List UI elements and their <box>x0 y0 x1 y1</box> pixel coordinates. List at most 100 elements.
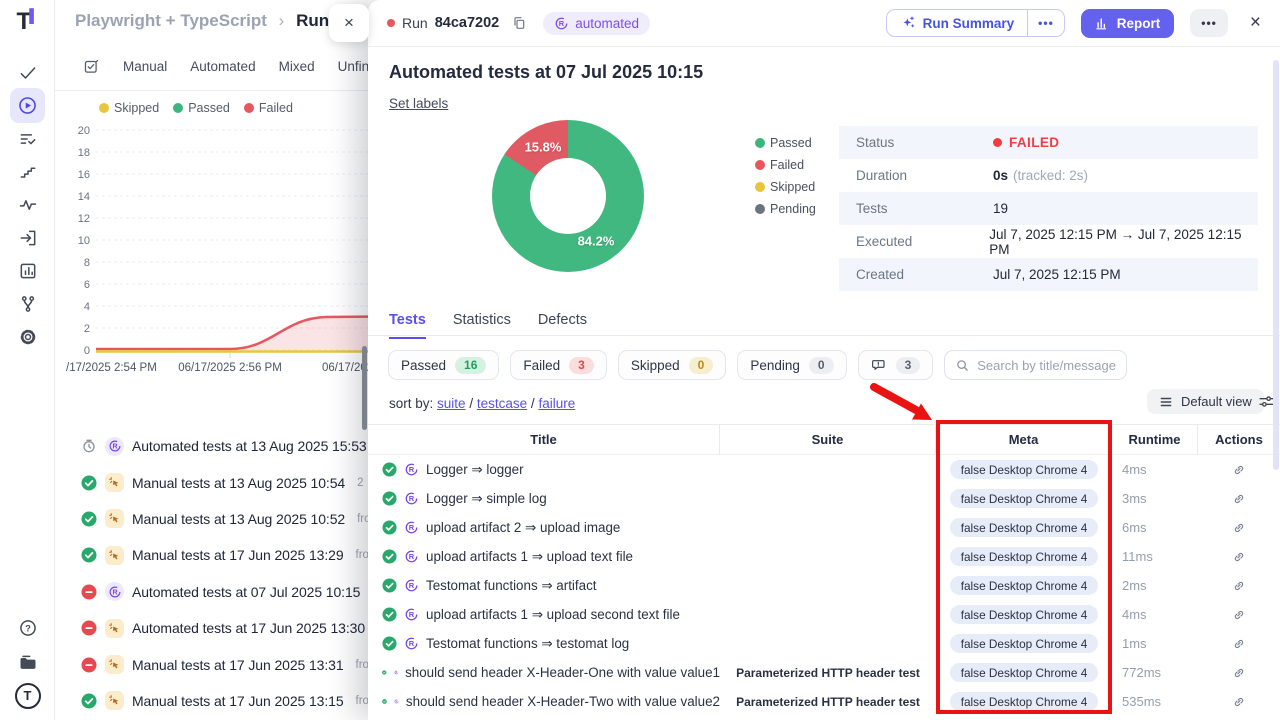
run-summary-button[interactable]: Run Summary <box>887 10 1028 36</box>
meta-tag[interactable]: false Desktop Chrome 4 <box>949 547 1099 566</box>
meta-tag[interactable]: false Desktop Chrome 4 <box>949 489 1099 508</box>
link-icon[interactable] <box>1198 521 1280 535</box>
status-filters: Passed 16 Failed 3 Skipped 0 Pending 0 3 <box>388 350 1128 380</box>
meta-tag[interactable]: false Desktop Chrome 4 <box>949 605 1099 624</box>
test-title[interactable]: Logger ⇒ simple log <box>426 490 547 506</box>
copy-icon[interactable] <box>511 15 527 31</box>
tab-defects[interactable]: Defects <box>537 312 587 328</box>
sort-by-suite[interactable]: suite <box>437 396 466 411</box>
sidebar-item-milestones[interactable] <box>10 154 45 189</box>
filter-skipped[interactable]: Skipped 0 <box>617 350 727 380</box>
link-icon[interactable] <box>1198 492 1280 506</box>
run-summary-more-button[interactable]: ••• <box>1027 10 1064 36</box>
meta-tag[interactable]: false Desktop Chrome 4 <box>949 634 1099 653</box>
page-scrollbar-thumb[interactable] <box>362 346 367 430</box>
test-title[interactable]: upload artifacts 1 ⇒ upload text file <box>426 548 633 564</box>
sidebar-item-branches[interactable] <box>10 286 45 321</box>
sidebar-item-settings[interactable] <box>10 319 45 354</box>
sidebar-item-runs[interactable] <box>10 88 45 123</box>
sidebar-item-tests[interactable] <box>10 55 45 90</box>
legend-passed[interactable]: Passed <box>173 101 230 115</box>
test-title[interactable]: upload artifact 2 ⇒ upload image <box>426 519 621 535</box>
test-row[interactable]: R Logger ⇒ simple log false Desktop Chrom… <box>368 484 1280 513</box>
tab-manual[interactable]: Manual <box>123 59 168 74</box>
sidebar-item-analytics[interactable] <box>10 253 45 288</box>
panel-close-button[interactable]: × <box>1249 12 1261 33</box>
run-list-item[interactable]: Manual tests at 13 Aug 2025 10:52 fro <box>55 501 368 537</box>
filter-passed[interactable]: Passed 16 <box>388 350 500 380</box>
sidebar-item-help[interactable]: ? <box>10 610 45 645</box>
run-list-item[interactable]: Automated tests at 17 Jun 2025 13:30 <box>55 610 368 646</box>
run-list-item[interactable]: Manual tests at 17 Jun 2025 13:29 fron <box>55 537 368 573</box>
run-list-item[interactable]: R Automated tests at 13 Aug 2025 15:53 <box>55 428 368 464</box>
meta-tag[interactable]: false Desktop Chrome 4 <box>949 460 1099 479</box>
run-list-item[interactable]: Manual tests at 17 Jun 2025 13:15 from <box>55 683 368 719</box>
panel-scrollbar-thumb[interactable] <box>1273 60 1279 470</box>
link-icon[interactable] <box>1198 550 1280 564</box>
link-icon[interactable] <box>1198 637 1280 651</box>
test-title[interactable]: should send header X-Header-One with val… <box>405 665 720 680</box>
tab-automated[interactable]: Automated <box>190 59 256 74</box>
test-title[interactable]: Logger ⇒ logger <box>426 461 524 477</box>
legend-skipped[interactable]: Skipped <box>99 101 159 115</box>
run-list-item[interactable]: R Automated tests at 07 Jul 2025 10:15 <box>55 574 368 610</box>
test-title[interactable]: Testomat functions ⇒ artifact <box>426 577 597 593</box>
view-settings-icon[interactable] <box>1258 393 1275 410</box>
sort-by-failure[interactable]: failure <box>538 396 576 411</box>
svg-text:R: R <box>559 19 565 28</box>
meta-tag[interactable]: false Desktop Chrome 4 <box>949 576 1099 595</box>
meta-tag[interactable]: false Desktop Chrome 4 <box>949 663 1099 682</box>
run-list-item[interactable]: Manual tests at 17 Jun 2025 13:31 from <box>55 646 368 682</box>
report-button[interactable]: Report <box>1080 8 1175 38</box>
automated-icon: R <box>405 579 418 592</box>
tab-tests[interactable]: Tests <box>389 312 426 339</box>
tab-unfinished[interactable]: Unfini <box>337 59 368 74</box>
test-row[interactable]: R Logger ⇒ logger false Desktop Chrome 4 … <box>368 455 1280 484</box>
column-meta[interactable]: Meta <box>936 425 1112 454</box>
sidebar-item-pulse[interactable] <box>10 187 45 222</box>
sidebar-item-docs[interactable] <box>10 645 45 680</box>
column-suite[interactable]: Suite <box>720 425 936 454</box>
link-icon[interactable] <box>1198 579 1280 593</box>
filter-comments[interactable]: 3 <box>857 350 934 380</box>
sidebar-item-test-plans[interactable] <box>10 121 45 156</box>
meta-tag[interactable]: false Desktop Chrome 4 <box>949 518 1099 537</box>
test-row[interactable]: R Testomat functions ⇒ testomat log false… <box>368 629 1280 658</box>
default-view-button[interactable]: Default view <box>1147 389 1264 414</box>
filter-failed[interactable]: Failed 3 <box>510 350 607 380</box>
tab-mixed[interactable]: Mixed <box>278 59 315 74</box>
filter-pending[interactable]: Pending 0 <box>737 350 847 380</box>
column-title[interactable]: Title <box>368 425 720 454</box>
test-title[interactable]: should send header X-Header-Two with val… <box>405 694 720 709</box>
test-title[interactable]: upload artifacts 1 ⇒ upload second text … <box>426 606 680 622</box>
automated-badge[interactable]: R automated <box>543 11 650 35</box>
meta-tag[interactable]: false Desktop Chrome 4 <box>949 692 1099 711</box>
close-runs-tab-button[interactable]: × <box>329 4 369 42</box>
sort-by-testcase[interactable]: testcase <box>476 396 528 411</box>
breadcrumb-project[interactable]: Playwright + TypeScript <box>75 11 267 30</box>
sidebar-item-profile[interactable]: T <box>10 678 45 713</box>
column-runtime[interactable]: Runtime <box>1112 425 1198 454</box>
set-labels-link[interactable]: Set labels <box>389 96 449 111</box>
app-logo[interactable]: T▌ <box>16 8 39 35</box>
legend-failed[interactable]: Failed <box>243 101 293 115</box>
test-row[interactable]: R Testomat functions ⇒ artifact false Des… <box>368 571 1280 600</box>
link-icon[interactable] <box>1198 666 1280 680</box>
run-list-item[interactable]: Manual tests at 13 Aug 2025 10:54 2 <box>55 464 368 500</box>
panel-more-button[interactable]: ••• <box>1190 9 1228 37</box>
link-icon[interactable] <box>1198 608 1280 622</box>
tab-statistics[interactable]: Statistics <box>452 312 511 328</box>
link-icon[interactable] <box>1198 695 1280 709</box>
search-input[interactable] <box>977 357 1117 373</box>
sidebar-item-import[interactable] <box>10 220 45 255</box>
select-all-icon[interactable] <box>83 58 100 75</box>
link-icon[interactable] <box>1198 463 1280 477</box>
column-actions[interactable]: Actions <box>1215 432 1263 447</box>
test-title[interactable]: Testomat functions ⇒ testomat log <box>426 635 630 651</box>
legend-passed: Passed <box>755 136 816 150</box>
